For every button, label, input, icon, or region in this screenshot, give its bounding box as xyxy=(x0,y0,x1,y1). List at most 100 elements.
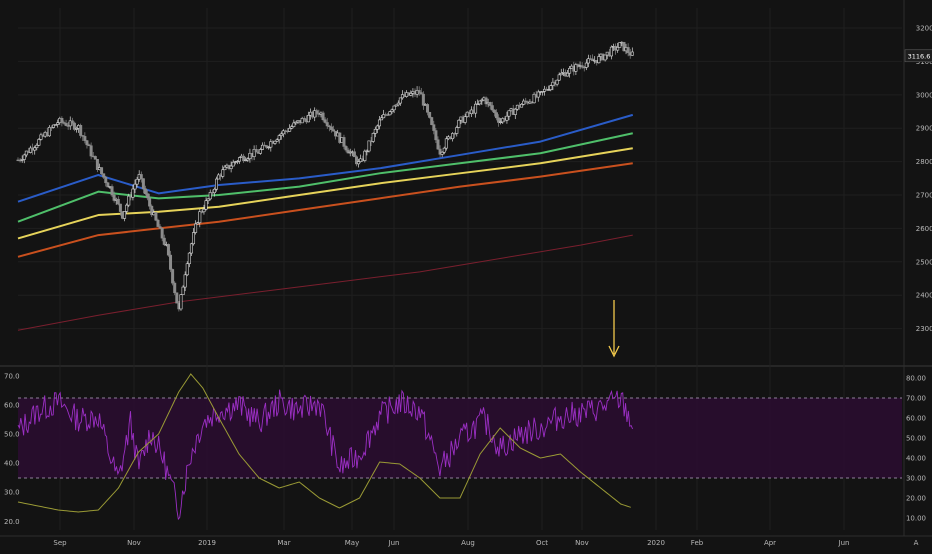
candle-body xyxy=(169,254,173,270)
x-tick-label: Jun xyxy=(388,539,400,547)
candle-body xyxy=(484,97,488,105)
candle-body xyxy=(363,150,367,161)
candle-body xyxy=(497,117,501,123)
candle-body xyxy=(436,139,440,150)
candle-body xyxy=(540,91,544,93)
axis-layer: 3200.03100.03000.02900.02800.02700.02600… xyxy=(4,25,932,547)
price-tick-label: 3200.0 xyxy=(916,25,932,33)
osc-right-tick-label: 10.00 xyxy=(906,515,926,523)
candle-body xyxy=(488,102,492,106)
candle-body xyxy=(110,186,114,196)
candle-body xyxy=(426,104,430,113)
x-tick-label: Apr xyxy=(764,539,776,547)
x-tick-label: Aug xyxy=(461,539,475,547)
x-tick-label: Jun xyxy=(838,539,850,547)
candle-body xyxy=(480,99,484,102)
candle-body xyxy=(536,91,540,98)
x-tick-label: Oct xyxy=(536,539,548,547)
candle-body xyxy=(24,150,28,156)
candle-body xyxy=(321,112,325,121)
candle-body xyxy=(258,149,262,154)
candle-body xyxy=(584,62,588,68)
moving-average-line xyxy=(17,147,633,240)
candle-body xyxy=(492,109,496,113)
candle-body xyxy=(214,178,218,190)
osc-left-tick-label: 70.0 xyxy=(4,372,20,380)
osc-left-tick-label: 50.0 xyxy=(4,431,20,439)
candle-body xyxy=(62,122,66,124)
candle-body xyxy=(290,126,294,129)
candle-body xyxy=(574,64,578,72)
candle-body xyxy=(64,123,68,126)
candle-body xyxy=(212,188,216,194)
osc-left-tick-label: 40.0 xyxy=(4,460,20,468)
candle-body xyxy=(81,135,85,137)
candle-body xyxy=(162,237,166,245)
candle-body xyxy=(428,111,432,118)
candle-body xyxy=(522,100,526,105)
candle-body xyxy=(125,204,129,212)
candle-body xyxy=(260,144,264,150)
series-layer xyxy=(16,41,634,331)
price-tick-label: 2900.0 xyxy=(916,125,932,133)
candle-body xyxy=(568,68,572,74)
candle-body xyxy=(139,174,143,179)
candle-body xyxy=(89,145,93,157)
candle-body xyxy=(267,146,271,149)
candle-body xyxy=(476,103,480,105)
x-tick-label: 2019 xyxy=(198,539,216,547)
candle-body xyxy=(455,127,459,134)
candle-body xyxy=(37,139,41,146)
candle-body xyxy=(56,122,60,125)
candle-body xyxy=(39,134,43,140)
candle-body xyxy=(313,110,317,118)
candle-body xyxy=(135,178,139,185)
candle-body xyxy=(54,124,58,126)
candle-body xyxy=(394,104,398,107)
candle-body xyxy=(231,161,235,167)
candle-body xyxy=(390,109,394,112)
candle-body xyxy=(494,112,498,119)
candle-body xyxy=(591,58,595,61)
candle-body xyxy=(156,219,160,227)
candle-body xyxy=(127,195,131,206)
candle-body xyxy=(329,126,333,130)
candle-body xyxy=(375,125,379,130)
candle-body xyxy=(357,161,361,165)
osc-right-tick-label: 70.00 xyxy=(906,395,926,403)
candle-body xyxy=(398,97,402,104)
candle-body xyxy=(123,211,127,219)
candle-body xyxy=(173,282,177,294)
candle-body xyxy=(47,126,51,137)
candle-body xyxy=(344,146,348,151)
rsi-band xyxy=(18,397,902,479)
candle-body xyxy=(254,148,258,153)
candle-body xyxy=(306,115,310,123)
candle-body xyxy=(246,158,250,161)
candle-body xyxy=(392,105,396,111)
candle-body xyxy=(440,151,444,155)
x-tick-label: Mar xyxy=(277,539,290,547)
candle-body xyxy=(603,54,607,61)
candle-body xyxy=(33,147,37,151)
candle-body xyxy=(242,155,246,162)
candle-body xyxy=(409,93,413,96)
moving-average-line xyxy=(17,132,633,223)
x-tick-label: Sep xyxy=(53,539,67,547)
candle-body xyxy=(158,226,162,229)
candle-body xyxy=(70,120,74,124)
candle-body xyxy=(206,198,210,202)
candle-body xyxy=(566,72,570,77)
candle-body xyxy=(332,129,336,132)
moving-average-line xyxy=(17,234,633,331)
candle-body xyxy=(453,133,457,135)
moving-average-line xyxy=(17,162,633,258)
candle-body xyxy=(150,205,154,216)
candle-body xyxy=(352,151,356,158)
candle-body xyxy=(382,114,386,119)
candle-body xyxy=(192,232,196,245)
candle-body xyxy=(148,197,152,207)
price-tick-label: 2600.0 xyxy=(916,225,932,233)
rsi-band-fill xyxy=(18,398,902,478)
